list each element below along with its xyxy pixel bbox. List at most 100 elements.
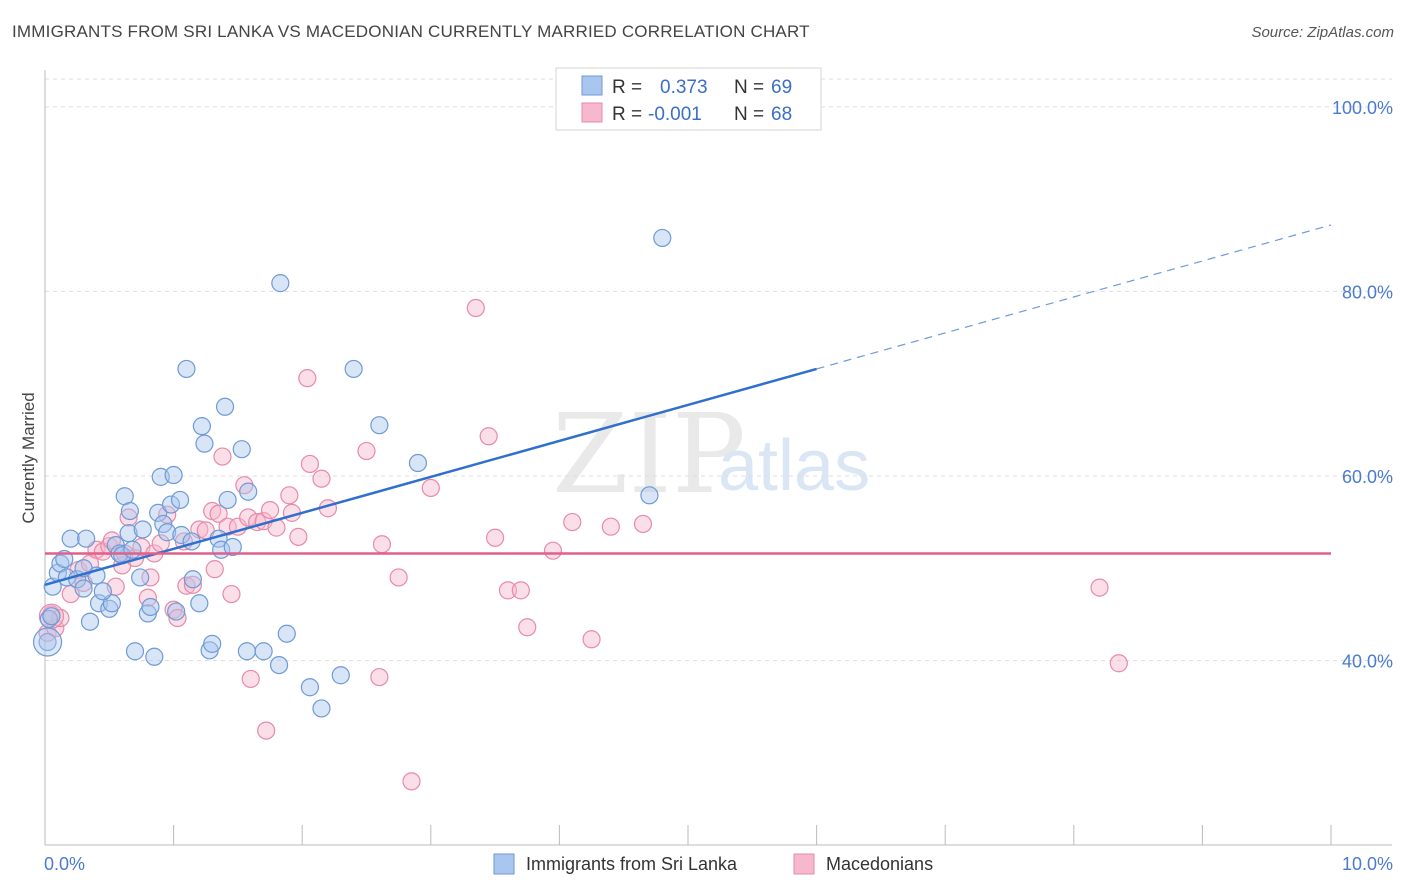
- legend-n-label-pink: N =: [734, 104, 764, 125]
- sri-lanka-point: [192, 417, 211, 436]
- watermark-zip: ZIP: [552, 390, 746, 518]
- macedonians-point: [1090, 578, 1109, 597]
- macedonians-point: [601, 517, 620, 536]
- sri-lanka-point: [39, 609, 58, 629]
- macedonians-point: [370, 667, 389, 687]
- macedonians-point: [402, 772, 421, 791]
- macedonians-point: [141, 568, 160, 587]
- macedonians-point: [205, 560, 224, 579]
- sri-lanka-point: [61, 529, 80, 548]
- sri-lanka-point: [89, 594, 109, 613]
- sri-lanka-point: [149, 503, 168, 522]
- sri-lanka-point: [653, 228, 672, 248]
- macedonians-point: [486, 528, 505, 547]
- legend-bottom: Immigrants from Sri Lanka Macedonians: [493, 853, 933, 875]
- sri-lanka-point: [133, 520, 152, 539]
- legend-r-value-blue: 0.373: [660, 77, 708, 98]
- bottom-legend-label-macedonians: Macedonians: [826, 854, 933, 874]
- sri-lanka-point: [271, 274, 290, 293]
- bottom-legend-label-sri-lanka: Immigrants from Sri Lanka: [526, 854, 738, 874]
- sri-lanka-point: [300, 678, 320, 697]
- source-credit: Source: ZipAtlas.com: [1251, 24, 1394, 41]
- macedonians-point: [298, 369, 317, 388]
- sri-lanka-point: [125, 642, 145, 661]
- grid-lines: [45, 78, 1392, 661]
- sri-lanka-point: [93, 582, 112, 601]
- y-tick-label: 60.0%: [1342, 467, 1393, 487]
- sri-lanka-point: [170, 490, 190, 510]
- x-tick-label-end: 10.0%: [1342, 854, 1393, 874]
- sri-lanka-point: [74, 579, 93, 598]
- macedonians-point: [633, 514, 653, 534]
- macedonians-point: [498, 581, 518, 600]
- sri-lanka-point: [254, 642, 273, 661]
- y-axis-title: Currently Married: [19, 392, 38, 523]
- sri-lanka-point: [370, 416, 389, 435]
- sri-lanka-point: [80, 612, 100, 631]
- sri-lanka-point: [131, 568, 150, 587]
- macedonians-points: [38, 298, 1128, 791]
- sri-lanka-point: [120, 501, 139, 521]
- sri-lanka-point: [123, 540, 142, 559]
- y-tick-label: 100.0%: [1332, 98, 1393, 118]
- sri-lanka-point: [190, 594, 209, 613]
- bottom-legend-swatch-pink: [793, 853, 815, 875]
- sri-lanka-point: [269, 655, 289, 675]
- sri-lanka-point: [177, 359, 196, 379]
- sri-lanka-point: [164, 465, 183, 485]
- macedonians-point: [289, 527, 308, 546]
- sri-lanka-point: [239, 482, 258, 501]
- sri-lanka-point: [161, 495, 181, 514]
- macedonians-point: [257, 721, 276, 740]
- macedonians-point: [280, 486, 299, 505]
- sri-lanka-point: [312, 699, 331, 718]
- watermark-atlas: atlas: [718, 426, 870, 506]
- macedonians-point: [239, 508, 258, 527]
- macedonians-point: [222, 584, 241, 604]
- macedonians-point: [518, 618, 537, 637]
- sri-lanka-point: [203, 634, 222, 653]
- macedonians-point: [312, 469, 331, 488]
- macedonians-point: [300, 454, 320, 474]
- sri-lanka-trend-extension: [816, 224, 1332, 370]
- macedonians-point: [213, 447, 232, 466]
- sri-lanka-point: [223, 537, 242, 557]
- macedonians-point: [372, 535, 392, 554]
- legend-n-value-pink: 68: [771, 104, 792, 125]
- sri-lanka-point: [32, 627, 63, 657]
- sri-lanka-trend-line: [44, 367, 817, 587]
- macedonians-point: [582, 630, 601, 649]
- macedonians-point: [563, 512, 582, 532]
- macedonians-point: [209, 504, 228, 523]
- macedonians-point: [479, 427, 498, 446]
- macedonians-point: [389, 568, 408, 587]
- macedonians-point: [241, 669, 260, 689]
- legend-r-value-pink: -0.001: [648, 104, 702, 125]
- sri-lanka-point: [55, 549, 74, 569]
- macedonians-point: [119, 508, 138, 527]
- y-tick-label: 80.0%: [1342, 282, 1393, 302]
- legend-r-label-pink: R =: [612, 104, 642, 125]
- sri-lanka-point: [344, 359, 363, 379]
- macedonians-point: [177, 576, 196, 595]
- macedonians-point: [421, 478, 440, 498]
- macedonians-point: [466, 298, 485, 318]
- sri-lanka-point: [145, 647, 164, 666]
- y-tick-label: 40.0%: [1342, 651, 1393, 671]
- legend-n-label-blue: N =: [734, 77, 764, 98]
- legend-r-label-blue: R =: [612, 77, 642, 98]
- bottom-legend-swatch-blue: [493, 853, 515, 875]
- trend-lines: [44, 224, 1332, 587]
- sri-lanka-point: [640, 486, 659, 505]
- macedonians-point: [168, 608, 187, 628]
- sri-lanka-point: [218, 490, 237, 510]
- sri-lanka-point: [172, 525, 191, 545]
- sri-lanka-point: [77, 529, 96, 548]
- sri-lanka-point: [195, 434, 214, 453]
- legend-top: R = 0.373 N = 69 R = -0.001 N = 68: [555, 67, 822, 131]
- sri-lanka-point: [331, 666, 350, 685]
- macedonians-point: [511, 581, 530, 600]
- sri-lanka-point: [215, 397, 235, 416]
- sri-lanka-point: [183, 570, 202, 589]
